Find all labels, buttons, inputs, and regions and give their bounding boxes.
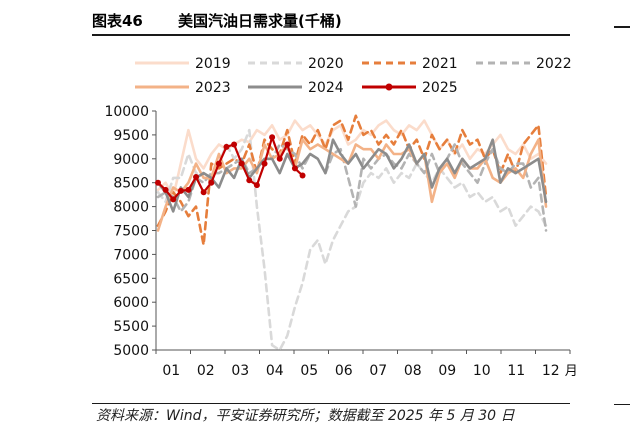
header-rule (92, 34, 570, 36)
x-tick-label: 07 (369, 363, 387, 379)
data-point-2025 (208, 179, 215, 186)
y-tick-label: 6000 (113, 295, 149, 311)
series-line-2022 (156, 143, 548, 232)
x-tick-label: 11 (507, 363, 525, 379)
x-tick-label: 03 (231, 363, 249, 379)
legend-label-2025: 2025 (422, 80, 458, 96)
x-tick-label: 02 (197, 363, 215, 379)
data-point-2025 (261, 160, 268, 167)
data-point-2025 (215, 160, 222, 167)
figure-label: 图表46 (92, 12, 143, 30)
data-point-2025 (223, 143, 230, 150)
y-tick-label: 10000 (104, 104, 149, 120)
x-tick-label: 05 (300, 363, 318, 379)
data-point-2025 (284, 141, 291, 148)
data-point-2025 (162, 186, 169, 193)
y-tick-label: 8500 (113, 176, 149, 192)
x-tick-label: 09 (438, 363, 456, 379)
y-tick-label: 5000 (113, 343, 149, 359)
series-line-2021 (156, 114, 548, 247)
x-tick-label: 06 (335, 363, 353, 379)
x-tick-label: 08 (404, 363, 422, 379)
series-line-2024 (156, 138, 548, 213)
chart-title: 美国汽油日需求量(千桶) (178, 12, 342, 30)
legend-label-2022: 2022 (536, 56, 572, 72)
data-point-2025 (276, 155, 283, 162)
legend-label-2021: 2021 (422, 56, 458, 72)
data-point-2025 (200, 189, 207, 196)
x-tick-label: 10 (473, 363, 491, 379)
y-tick-label: 5500 (113, 319, 149, 335)
footer-rule (92, 403, 570, 404)
legend-label-2024: 2024 (308, 80, 344, 96)
x-tick-label: 12 (542, 363, 560, 379)
figure-header: 图表46 美国汽油日需求量(千桶) (92, 8, 570, 34)
x-tick-label: 01 (162, 363, 180, 379)
legend-label-2019: 2019 (195, 56, 231, 72)
y-tick-label: 6500 (113, 271, 149, 287)
data-point-2025 (193, 173, 200, 180)
data-point-2025 (170, 196, 177, 203)
data-point-2025 (253, 182, 260, 189)
source-note: 资料来源：Wind，平安证券研究所；数据截至 2025 年 5 月 30 日 (96, 408, 515, 424)
legend-marker-2025 (385, 83, 393, 91)
y-tick-label: 9500 (113, 128, 149, 144)
series-line-2023 (156, 138, 548, 232)
data-point-2025 (231, 141, 238, 148)
x-tick-label: 04 (266, 363, 284, 379)
legend-label-2020: 2020 (308, 56, 344, 72)
next-panel-edge-bottom (614, 404, 630, 405)
y-tick-label: 9000 (113, 152, 149, 168)
data-point-2025 (155, 179, 161, 186)
data-point-2025 (185, 186, 192, 193)
next-panel-edge (614, 26, 630, 28)
x-unit-label: 月 (565, 364, 578, 379)
y-tick-label: 8000 (113, 200, 149, 216)
data-point-2025 (177, 187, 184, 194)
y-tick-label: 7500 (113, 224, 149, 240)
legend-label-2023: 2023 (195, 80, 231, 96)
data-point-2025 (299, 172, 306, 179)
data-point-2025 (291, 165, 298, 172)
data-point-2025 (269, 134, 276, 141)
data-point-2025 (246, 177, 253, 184)
y-tick-label: 7000 (113, 247, 149, 263)
data-point-2025 (238, 160, 245, 167)
